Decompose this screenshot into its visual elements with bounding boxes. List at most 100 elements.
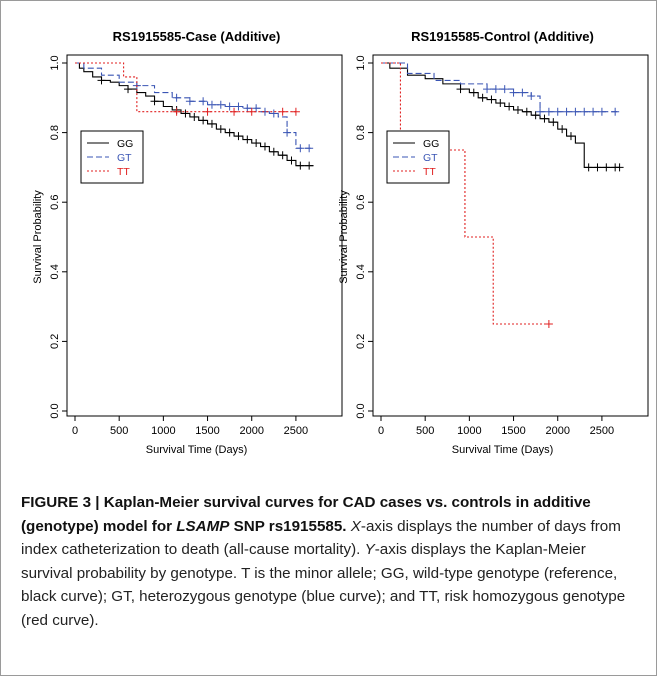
series-gg-censor-mark	[252, 139, 261, 148]
x-tick-label: 1500	[501, 425, 525, 437]
x-tick-label: 2500	[284, 425, 308, 437]
x-axis-label: Survival Time (Days)	[452, 444, 553, 456]
series-gt-censor-mark	[172, 93, 181, 102]
series-gt-censor-mark	[580, 107, 589, 116]
series-gt-censor-mark	[296, 144, 305, 153]
x-tick-label: 2000	[239, 425, 263, 437]
y-tick-label: 0.4	[355, 264, 367, 279]
series-gg-censor-mark	[296, 161, 305, 170]
x-tick-label: 0	[72, 425, 78, 437]
series-gg-censor-mark	[287, 156, 296, 165]
series-gg-curve	[381, 62, 620, 168]
x-tick-label: 1000	[457, 425, 481, 437]
series-gt-censor-mark	[234, 102, 243, 111]
series-gt-censor-mark	[544, 107, 553, 116]
series-gg-censor-mark	[456, 85, 465, 94]
series-gg-censor-mark	[558, 125, 567, 134]
legend-label-gg: GG	[423, 138, 439, 150]
series-gg-censor-mark	[234, 132, 243, 141]
y-tick-label: 0.0	[49, 403, 61, 418]
plot-frame	[372, 54, 649, 417]
y-tick-label: 0.2	[355, 334, 367, 349]
series-gg-censor-mark	[496, 99, 505, 108]
series-gg-censor-mark	[124, 85, 133, 94]
x-tick-label: 2500	[590, 425, 614, 437]
series-tt-censor-mark	[544, 320, 553, 328]
series-gt-censor-mark	[536, 107, 545, 116]
legend-label-gg: GG	[117, 138, 133, 150]
y-tick-label: 0.8	[49, 125, 61, 140]
series-gg-censor-mark	[549, 118, 558, 127]
x-axis-letter: X	[350, 517, 361, 535]
series-gt-censor-mark	[589, 107, 598, 116]
series-gt-censor-mark	[483, 85, 492, 94]
figure-label: FIGURE 3 |	[21, 494, 104, 511]
series-gg-censor-mark	[469, 88, 478, 97]
legend-label-gt: GT	[117, 152, 132, 164]
y-tick-label: 0.8	[355, 125, 367, 140]
series-gg-censor-mark	[305, 161, 314, 170]
control-chart-panel: RS1915585-Control (Additive) 0 500 1000 1500…	[338, 29, 649, 456]
chart-panels: RS1915585-Case (Additive) 0 500 1000 1500 200…	[32, 29, 649, 456]
series-gg-censor-mark	[584, 163, 593, 172]
series-gg-curve	[75, 62, 314, 167]
y-tick-label: 0.2	[49, 334, 61, 349]
y-tick-label: 1.0	[355, 55, 367, 70]
series-gg-censor-mark	[522, 107, 531, 116]
series-gt-censor-mark	[491, 85, 500, 94]
series-gg-censor-mark	[216, 125, 225, 134]
series-gg-censor-mark	[513, 105, 522, 114]
series-gt-censor-mark	[527, 92, 536, 101]
series-gt-censor-mark	[185, 97, 194, 106]
series-gt-censor-mark	[562, 107, 571, 116]
figure-caption: FIGURE 3 | Kaplan-Meier survival curves …	[21, 491, 641, 633]
series-gg-censor-mark	[278, 151, 287, 160]
series-tt-censor-mark	[278, 107, 287, 116]
series-gg-censor-mark	[478, 93, 487, 102]
series-gg-censor-mark	[199, 116, 208, 125]
y-axis-label: Survival Probability	[32, 190, 44, 284]
series-tt-censor-mark	[203, 107, 212, 116]
y-tick-label: 0.4	[49, 264, 61, 279]
series-gt-censor-mark	[553, 107, 562, 116]
caption-text-1: -axis displays the number of days from i…	[21, 517, 621, 559]
series-gg-censor-mark	[207, 119, 216, 128]
x-tick-label: 0	[378, 425, 384, 437]
series-gg-censor-mark	[566, 132, 575, 141]
series-gt-censor-mark	[216, 100, 225, 109]
legend-label-tt: TT	[423, 166, 436, 178]
x-axis-label: Survival Time (Days)	[146, 444, 247, 456]
y-axis-letter: Y	[364, 541, 375, 559]
series-gt-censor-mark	[252, 104, 261, 113]
x-tick-label: 500	[416, 425, 434, 437]
series-gt-censor-mark	[207, 100, 216, 109]
series-gt-censor-mark	[269, 109, 278, 118]
y-tick-label: 0.6	[355, 195, 367, 210]
series-tt-censor-mark	[247, 107, 256, 116]
series-gt-censor-mark	[509, 88, 518, 97]
series-tt-curve	[75, 62, 296, 113]
series-gt-censor-mark	[500, 85, 509, 94]
series-gt-censor-mark	[611, 107, 620, 116]
figure-title-part-2: SNP rs1915585.	[229, 517, 347, 535]
series-tt-censor-mark	[291, 107, 300, 116]
series-gg-censor-mark	[602, 163, 611, 172]
series-gt-censor-mark	[225, 102, 234, 111]
series-gt-censor-mark	[518, 88, 527, 97]
y-tick-label: 0.6	[49, 195, 61, 210]
legend-label-gt: GT	[423, 152, 438, 164]
y-tick-label: 0.0	[355, 403, 367, 418]
series-gt-censor-mark	[283, 128, 292, 137]
series-gg-censor-mark	[97, 76, 106, 85]
series-gt-censor-mark	[243, 104, 252, 113]
plot-frame	[66, 54, 343, 417]
series-gg-censor-mark	[487, 95, 496, 104]
series-tt-curve	[381, 62, 549, 325]
series-gg-censor-mark	[181, 109, 190, 118]
x-tick-label: 2000	[545, 425, 569, 437]
series-gg-censor-mark	[190, 112, 199, 121]
series-gt-censor-mark	[305, 144, 314, 153]
series-gt-censor-mark	[199, 97, 208, 106]
x-tick-label: 1000	[151, 425, 175, 437]
